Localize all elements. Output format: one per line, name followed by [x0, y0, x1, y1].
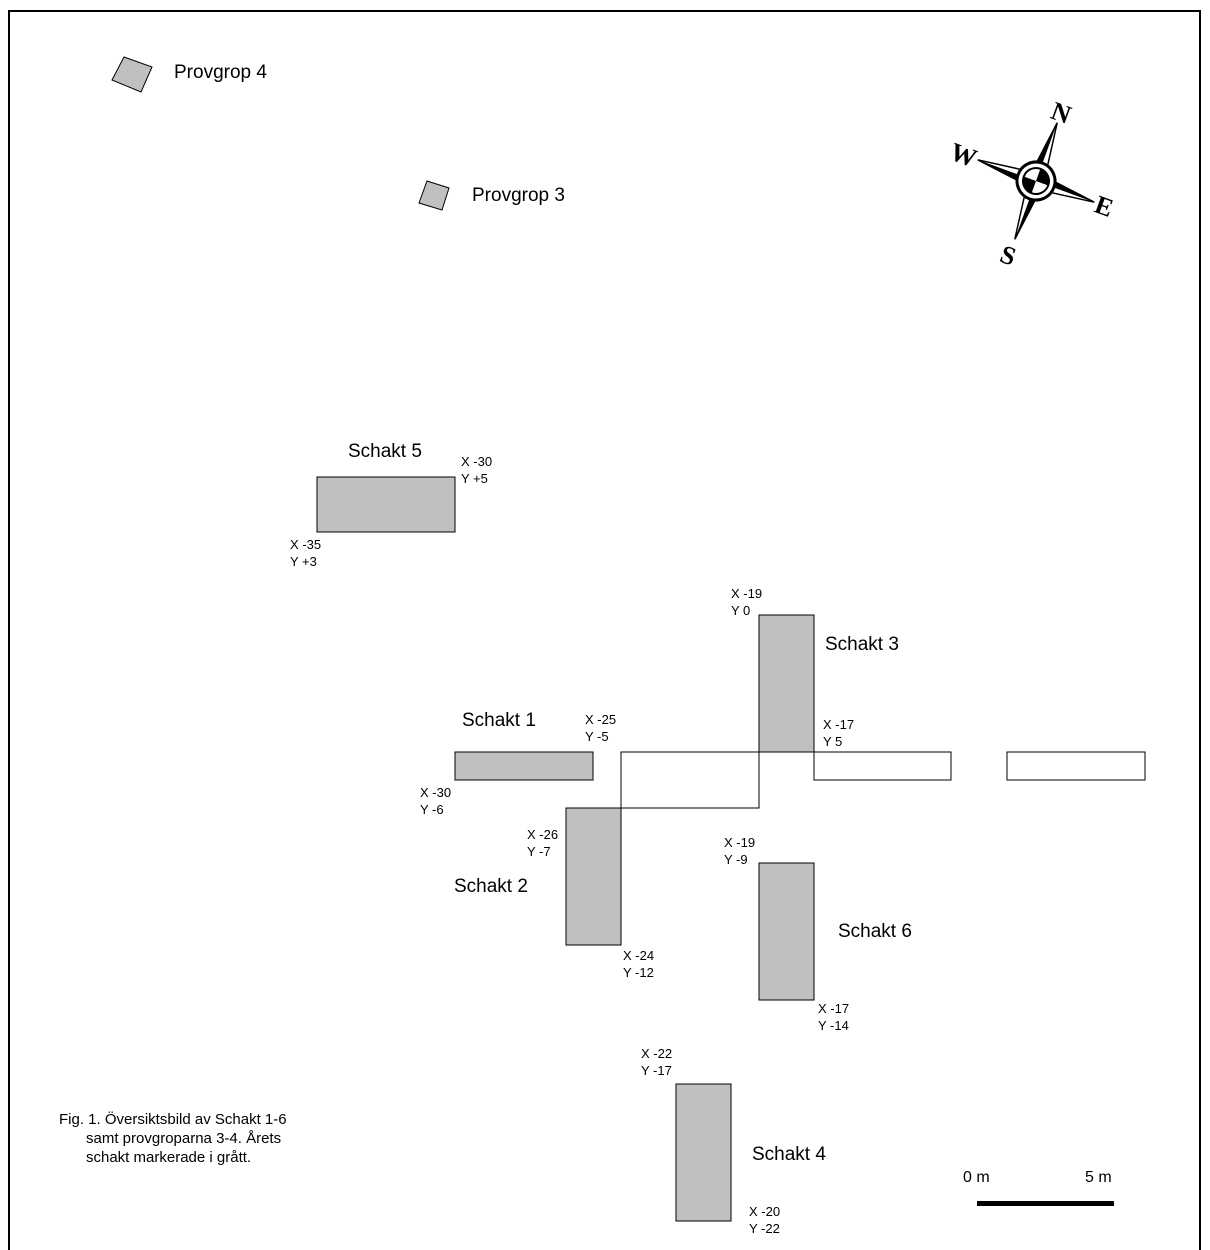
scale-bar-line	[977, 1201, 1114, 1206]
trench-1-area	[454, 751, 594, 781]
test-pit-4-label: Provgrop 4	[174, 62, 267, 83]
trench-3-area	[758, 614, 815, 753]
previous-trench-east-2	[1006, 751, 1146, 781]
trench-1-corner-b-x: X -30	[420, 785, 451, 800]
caption-line-3: schakt markerade i grått.	[86, 1149, 251, 1166]
compass-rose: N E S W	[946, 96, 1117, 271]
trench-6-corner-b-y: Y -14	[818, 1018, 849, 1033]
figure-caption: Fig. 1. Översiktsbild av Schakt 1-6 samt…	[59, 1110, 287, 1166]
trench-4-area	[675, 1083, 732, 1222]
trench-2-corner-a-y: Y -7	[527, 844, 551, 859]
trench-6-corner-b-x: X -17	[818, 1001, 849, 1016]
trench-4-corner-a-x: X -22	[641, 1046, 672, 1061]
trench-4-corner-b-y: Y -22	[749, 1221, 780, 1236]
trench-2-corner-a-x: X -26	[527, 827, 558, 842]
trench-2-corner-b-y: Y -12	[623, 965, 654, 980]
trench-6-label: Schakt 6	[838, 921, 912, 942]
trench-6-corner-a-x: X -19	[724, 835, 755, 850]
trench-6: Schakt 6 X -19 Y -9 X -17 Y -14	[724, 835, 912, 1033]
trench-5-corner-ne-y: Y +5	[461, 471, 488, 486]
trench-4-label: Schakt 4	[752, 1144, 826, 1165]
trench-6-corner-a-y: Y -9	[724, 852, 748, 867]
trench-3: Schakt 3 X -19 Y 0 X -17 Y 5	[731, 586, 899, 753]
trench-6-area	[758, 862, 815, 1001]
trench-5-corner-ne-x: X -30	[461, 454, 492, 469]
trench-1-label: Schakt 1	[462, 710, 536, 731]
caption-line-1: Fig. 1. Översiktsbild av Schakt 1-6	[59, 1110, 287, 1128]
trench-2-area	[565, 807, 622, 946]
trench-5-corner-sw-y: Y +3	[290, 554, 317, 569]
trench-5: Schakt 5 X -30 Y +5 X -35 Y +3	[290, 441, 492, 569]
trench-1-corner-a-x: X -25	[585, 712, 616, 727]
previous-trenches	[620, 751, 1146, 809]
map-frame	[8, 10, 1201, 1250]
compass-e-letter: E	[1091, 190, 1117, 223]
trench-5-corner-sw-x: X -35	[290, 537, 321, 552]
previous-trench-outline	[620, 751, 760, 809]
trench-2: Schakt 2 X -26 Y -7 X -24 Y -12	[454, 807, 654, 980]
trench-1-corner-b-y: Y -6	[420, 802, 444, 817]
compass-w-letter: W	[946, 137, 980, 173]
caption-line-2: samt provgroparna 3-4. Årets	[86, 1130, 281, 1147]
test-pit-3-marker	[418, 180, 450, 211]
compass-s-letter: S	[996, 239, 1020, 271]
scale-end-label: 5 m	[1085, 1169, 1112, 1186]
scale-bar: 0 m 5 m	[963, 1169, 1114, 1206]
scale-start-label: 0 m	[963, 1169, 990, 1186]
trench-2-label: Schakt 2	[454, 876, 528, 897]
trench-4: Schakt 4 X -22 Y -17 X -20 Y -22	[641, 1046, 826, 1236]
trench-4-corner-a-y: Y -17	[641, 1063, 672, 1078]
trench-3-corner-a-x: X -19	[731, 586, 762, 601]
test-pit-3-label: Provgrop 3	[472, 185, 565, 206]
test-pit-3: Provgrop 3	[418, 180, 565, 211]
test-pit-4: Provgrop 4	[111, 56, 267, 93]
trench-5-area	[316, 476, 456, 533]
trench-3-corner-b-x: X -17	[823, 717, 854, 732]
trench-2-corner-b-x: X -24	[623, 948, 654, 963]
previous-trench-east-1	[813, 751, 952, 781]
trench-3-corner-a-y: Y 0	[731, 603, 750, 618]
compass-n-letter: N	[1047, 96, 1075, 130]
trench-3-corner-b-y: Y 5	[823, 734, 842, 749]
trench-1: Schakt 1 X -25 Y -5 X -30 Y -6	[420, 710, 616, 817]
trench-4-corner-b-x: X -20	[749, 1204, 780, 1219]
trench-1-corner-a-y: Y -5	[585, 729, 609, 744]
test-pit-4-marker	[111, 56, 153, 93]
trench-5-label: Schakt 5	[348, 441, 422, 462]
trench-3-label: Schakt 3	[825, 634, 899, 655]
